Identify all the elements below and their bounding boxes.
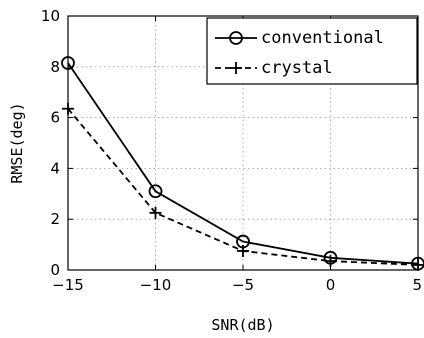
y-tick-label: 0 [50, 261, 60, 279]
y-tick-label: 10 [41, 7, 60, 25]
series-crystal [62, 102, 424, 271]
x-tick-label: −10 [140, 276, 172, 294]
y-tick-label: 2 [50, 210, 60, 228]
data-point-crystal [237, 244, 249, 257]
legend-box [206, 17, 418, 85]
tick-labels: −15 −10 −5 0 5 0 2 4 6 8 10 [41, 7, 422, 294]
data-point-crystal [412, 258, 424, 271]
data-point-crystal [62, 102, 74, 115]
grid-lines [68, 16, 418, 270]
y-tick-label: 6 [50, 109, 60, 127]
data-point-conventional [148, 184, 163, 199]
legend-label-crystal: crystal [261, 58, 333, 78]
legend-label-conventional: conventional [261, 28, 384, 48]
data-point-conventional [61, 56, 75, 70]
legend-marker-conventional [229, 31, 243, 45]
x-tick-label: −5 [232, 276, 254, 294]
y-tick-label: 8 [50, 58, 60, 76]
data-point-crystal [149, 206, 162, 219]
y-axis-label: RMSE(deg) [8, 102, 26, 183]
x-axis-label: SNR(dB) [211, 316, 274, 334]
legend: conventional crystal [206, 17, 418, 85]
x-tick-label: −15 [52, 276, 84, 294]
x-tick-label: 0 [326, 276, 336, 294]
data-point-crystal [324, 255, 337, 268]
series-layer [61, 56, 424, 271]
series-line-conventional [67, 62, 419, 265]
y-tick-label: 4 [50, 159, 60, 177]
x-tick-label: 5 [412, 276, 422, 294]
legend-marker-crystal [230, 62, 242, 74]
